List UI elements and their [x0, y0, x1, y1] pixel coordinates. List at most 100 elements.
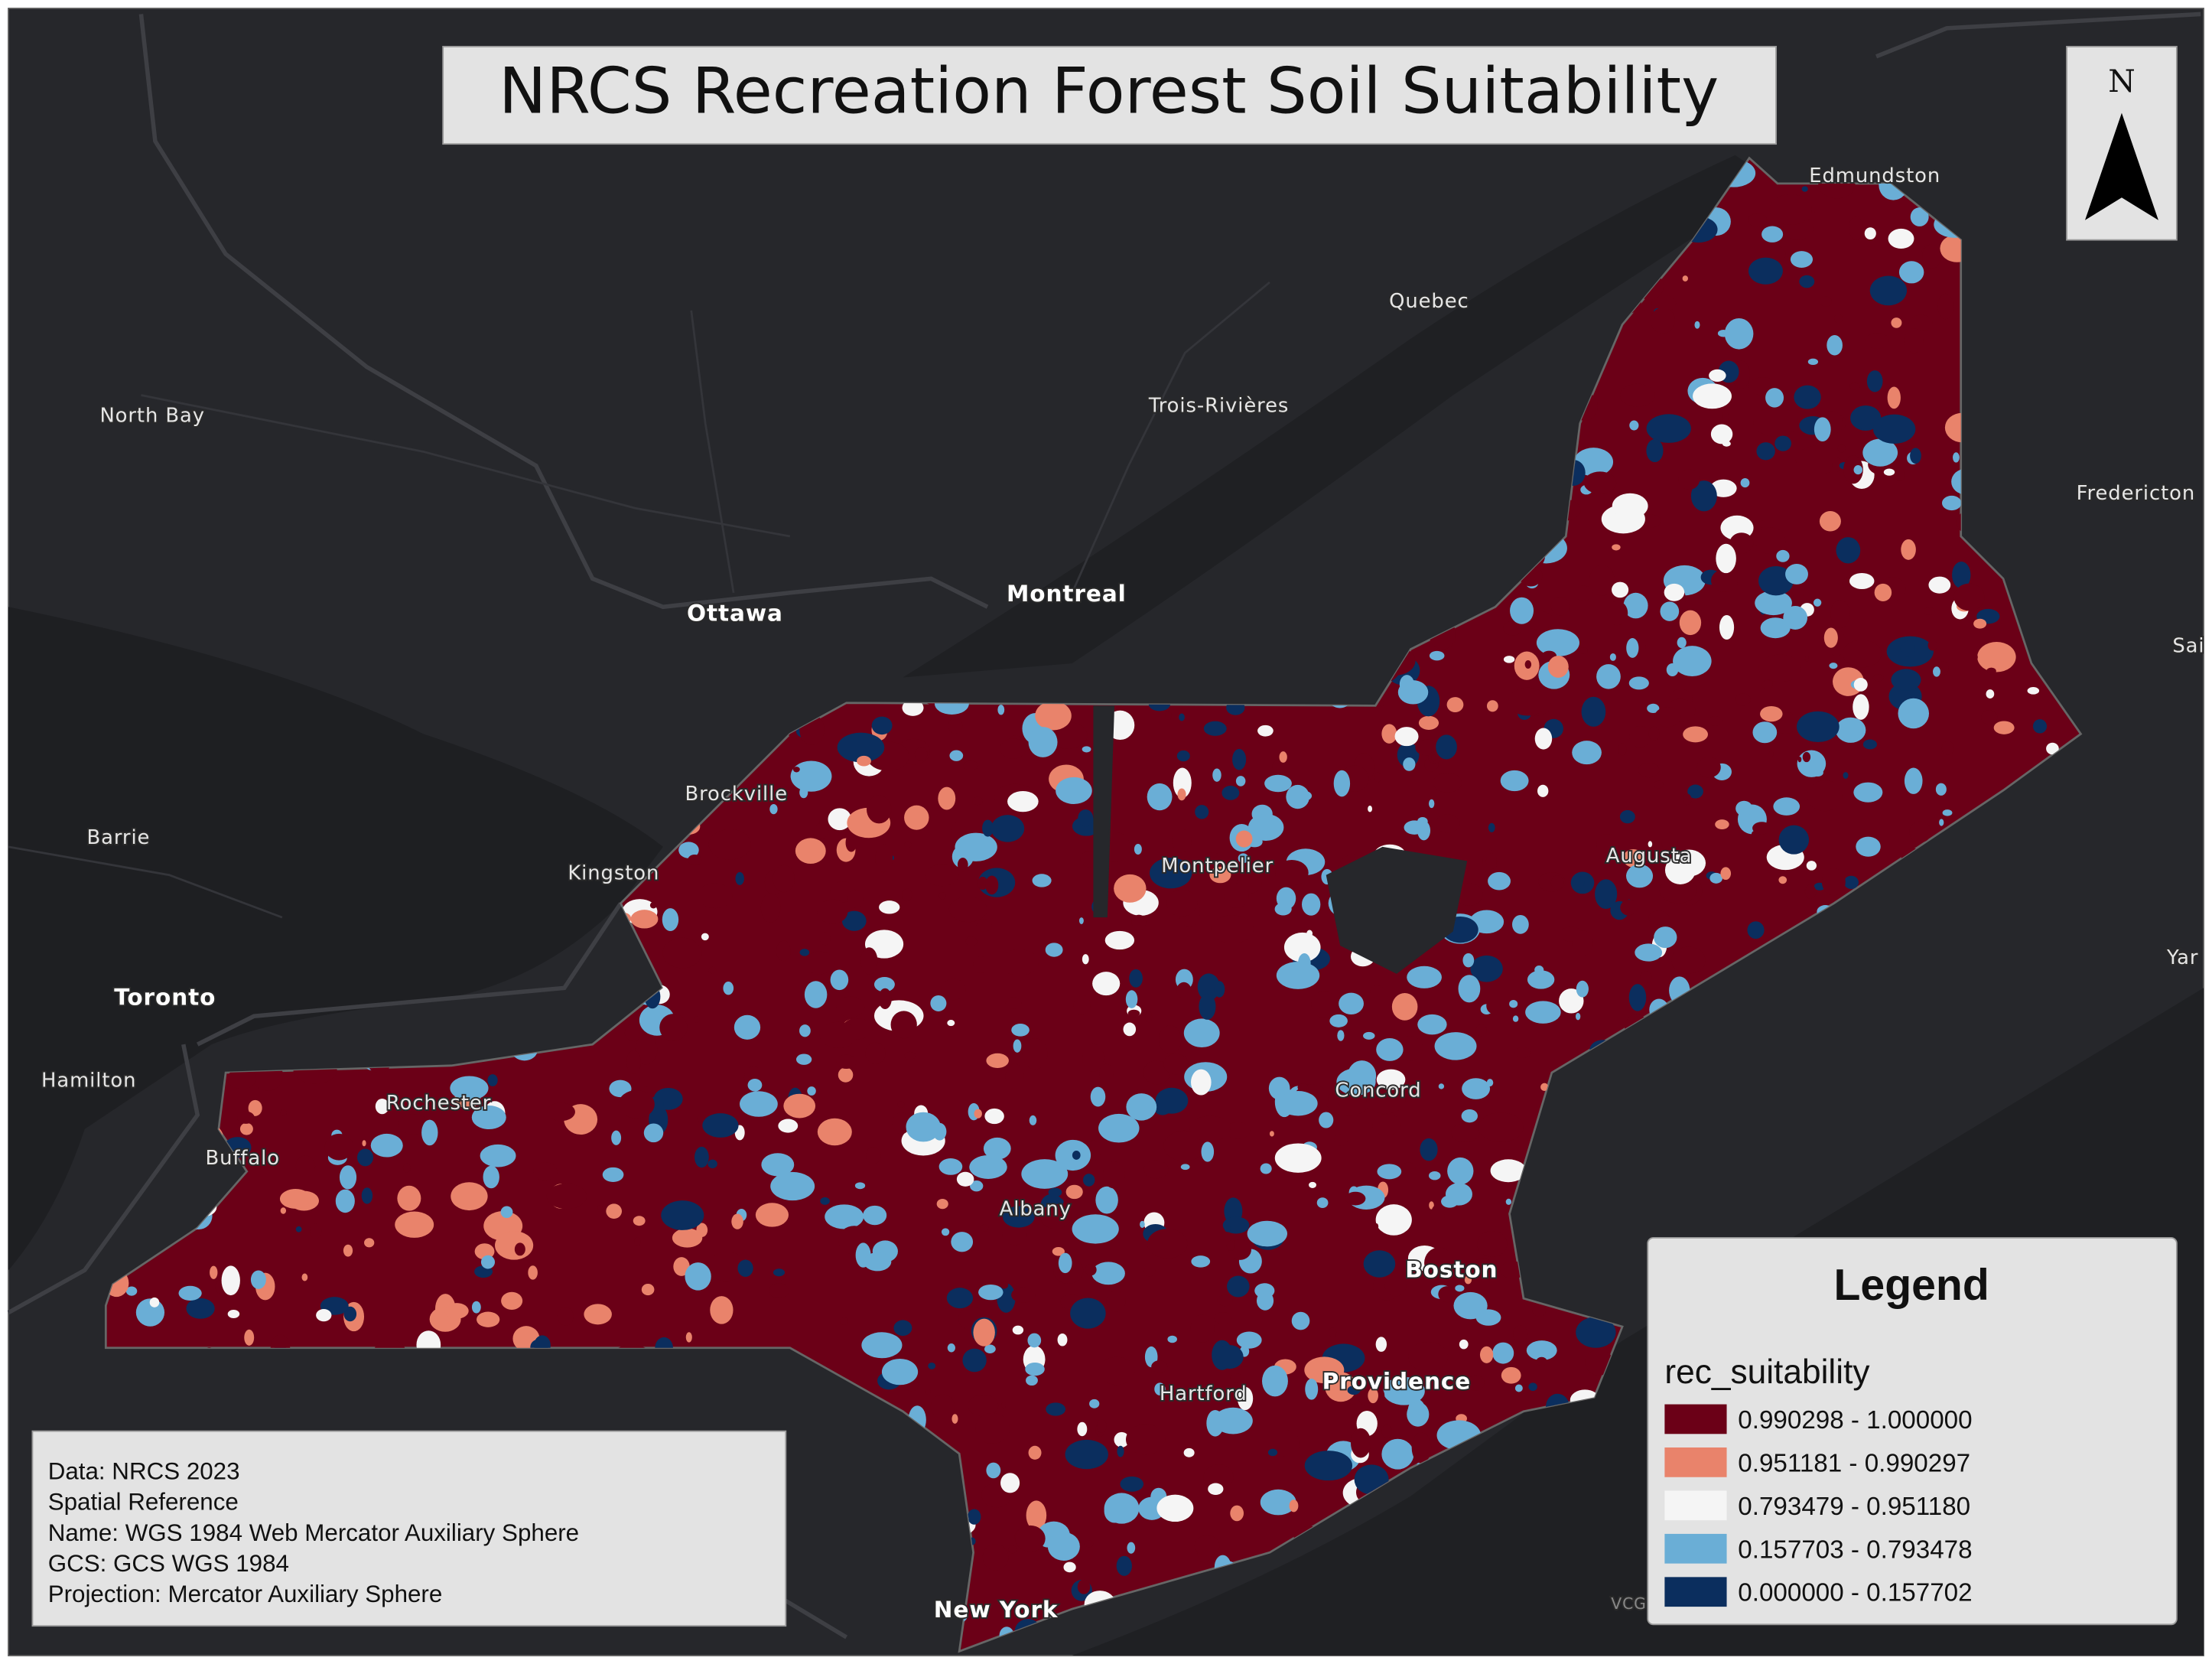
raster-patch [947, 1020, 955, 1027]
raster-patch [1812, 768, 1823, 777]
raster-patch [1910, 207, 1929, 226]
raster-patch [1007, 1545, 1017, 1554]
raster-patch [1760, 705, 1783, 722]
raster-patch [1830, 600, 1850, 628]
raster-patch [731, 1213, 743, 1229]
raster-patch [1011, 1287, 1036, 1303]
raster-patch [776, 940, 791, 962]
raster-patch [1057, 1333, 1068, 1347]
raster-patch [941, 979, 966, 1001]
raster-patch [1401, 1162, 1416, 1174]
raster-patch [769, 803, 778, 815]
raster-patch [1333, 770, 1351, 797]
raster-patch [1235, 776, 1246, 786]
raster-patch [1887, 386, 1901, 409]
legend-label: 0.951181 - 0.990297 [1738, 1449, 1970, 1477]
raster-patch [804, 981, 828, 1008]
raster-patch [860, 947, 878, 975]
place-label: North Bay [99, 405, 205, 428]
place-label: Buffalo [205, 1147, 279, 1170]
raster-patch [1514, 1384, 1523, 1392]
raster-patch [1510, 597, 1534, 624]
raster-patch [1431, 754, 1436, 762]
raster-patch [1702, 620, 1711, 630]
raster-patch [1052, 1247, 1065, 1256]
raster-patch [1420, 1138, 1438, 1161]
raster-patch [1383, 1376, 1425, 1405]
raster-patch [925, 1389, 931, 1395]
raster-patch [1534, 728, 1553, 750]
raster-patch [227, 1068, 257, 1089]
raster-patch [1379, 700, 1384, 707]
place-label: Concord [1335, 1079, 1421, 1102]
raster-patch [1756, 442, 1775, 461]
raster-patch [866, 1147, 881, 1164]
raster-patch [1664, 855, 1696, 884]
raster-patch [1769, 194, 1812, 226]
raster-patch [1901, 448, 1908, 456]
legend-swatch [1664, 1490, 1727, 1521]
raster-patch [982, 1544, 1009, 1571]
raster-patch [1806, 861, 1817, 871]
raster-patch [1000, 738, 1026, 759]
place-label: Boston [1405, 1257, 1498, 1283]
raster-patch [1550, 596, 1570, 616]
raster-patch [1461, 1109, 1478, 1123]
raster-patch [177, 1298, 183, 1306]
raster-patch [1606, 601, 1628, 626]
raster-patch [904, 1051, 916, 1060]
raster-patch [2032, 719, 2048, 734]
raster-patch [817, 899, 848, 924]
raster-patch [1748, 257, 1783, 285]
raster-patch [1843, 875, 1859, 890]
raster-patch [845, 833, 857, 852]
raster-patch [1559, 988, 1584, 1014]
raster-patch [1932, 666, 1940, 677]
raster-patch [1783, 605, 1808, 630]
raster-patch [1028, 1445, 1042, 1460]
raster-patch [1648, 726, 1660, 741]
raster-patch [1464, 1275, 1472, 1285]
raster-patch [1525, 1001, 1561, 1024]
raster-patch [963, 760, 979, 770]
raster-patch [1279, 751, 1287, 763]
raster-patch [641, 1284, 655, 1296]
north-label: N [2108, 63, 2136, 99]
raster-patch [773, 1268, 786, 1277]
raster-patch [1411, 1432, 1432, 1464]
raster-patch [847, 890, 864, 908]
raster-patch [1149, 858, 1192, 889]
raster-patch [1276, 1430, 1300, 1457]
raster-patch [878, 988, 892, 1010]
raster-patch [1195, 805, 1209, 819]
raster-patch [1143, 1060, 1171, 1085]
raster-patch [1021, 1159, 1069, 1189]
raster-patch [1722, 411, 1729, 423]
raster-patch [956, 1171, 974, 1187]
raster-patch [1099, 1063, 1114, 1084]
raster-patch [1524, 659, 1532, 669]
raster-patch [1013, 1039, 1022, 1053]
raster-patch [1191, 1255, 1211, 1268]
raster-patch [740, 1091, 778, 1117]
legend-label: 0.990298 - 1.000000 [1738, 1406, 1972, 1434]
lake [1093, 705, 1115, 918]
raster-patch [1720, 867, 1732, 881]
raster-patch [1462, 952, 1475, 968]
raster-patch [1696, 757, 1721, 778]
raster-patch [1864, 227, 1876, 240]
raster-patch [1799, 275, 1815, 288]
raster-patch [1596, 834, 1619, 856]
raster-patch [1835, 717, 1866, 743]
place-label: Kingston [568, 861, 659, 884]
raster-patch [1276, 887, 1296, 910]
raster-patch [584, 1304, 612, 1325]
raster-patch [1165, 711, 1172, 720]
raster-patch [936, 1198, 948, 1210]
raster-patch [799, 1024, 811, 1037]
raster-patch [1671, 946, 1706, 974]
raster-patch [1091, 1262, 1125, 1285]
raster-patch [892, 1112, 911, 1135]
raster-patch [1801, 186, 1808, 192]
